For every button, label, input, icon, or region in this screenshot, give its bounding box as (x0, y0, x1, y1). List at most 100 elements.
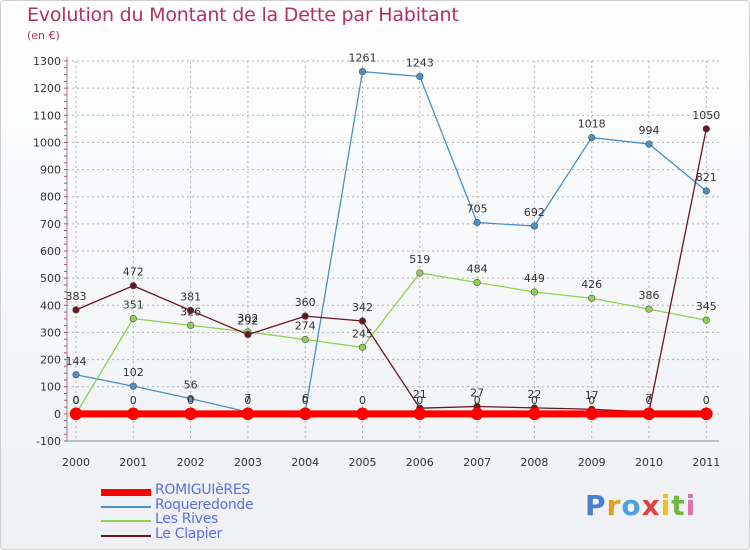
chart-unit-label: (en €) (27, 29, 60, 42)
data-point (187, 395, 195, 403)
data-point (358, 317, 367, 325)
y-tick-label: 600 (40, 245, 61, 258)
data-point (187, 321, 195, 329)
data-point (645, 305, 653, 313)
data-point (184, 407, 197, 421)
data-label: 0 (646, 394, 653, 407)
data-label: 245 (352, 327, 373, 340)
data-label: 0 (244, 394, 251, 407)
y-tick-label: 800 (40, 191, 61, 204)
data-point (69, 407, 83, 421)
data-label: 274 (295, 319, 316, 332)
x-tick-label: 2001 (119, 456, 147, 469)
data-point (530, 222, 539, 230)
data-label: 484 (467, 262, 488, 275)
data-point (530, 288, 539, 296)
data-label: 0 (73, 394, 80, 407)
series-line (75, 128, 707, 413)
data-point (244, 331, 252, 339)
data-point (72, 306, 80, 314)
data-label: 22 (527, 388, 541, 401)
data-label: 386 (639, 289, 660, 302)
x-tick-label: 2002 (177, 456, 205, 469)
data-point (129, 282, 137, 290)
data-point (585, 407, 599, 421)
logo-letter: r (606, 489, 622, 522)
x-tick-label: 2010 (635, 456, 663, 469)
data-label: 0 (531, 394, 538, 407)
y-tick-label: -100 (36, 435, 61, 448)
data-point (645, 140, 653, 148)
x-tick-label: 2006 (406, 456, 434, 469)
logo-letter: x (641, 489, 661, 522)
data-point (473, 278, 481, 287)
data-label: 27 (470, 387, 484, 400)
data-label: 0 (474, 394, 481, 407)
x-tick-label: 2004 (291, 456, 319, 469)
data-label: 0 (703, 394, 710, 407)
data-point (129, 314, 137, 323)
x-tick-label: 2007 (463, 456, 491, 469)
legend-swatch (101, 520, 151, 522)
data-label: 360 (295, 296, 316, 309)
data-point (588, 294, 596, 302)
data-label: 0 (416, 394, 423, 407)
data-label: 519 (409, 253, 430, 266)
x-tick-label: 2005 (349, 456, 377, 469)
data-label: 0 (588, 394, 595, 407)
data-label: 6 (302, 392, 309, 405)
legend-swatch (101, 534, 151, 537)
data-point (129, 382, 137, 390)
data-point (702, 187, 710, 195)
legend-label: Roqueredonde (155, 496, 254, 513)
data-label: 0 (359, 394, 366, 407)
logo-letter: o (621, 489, 642, 522)
data-point (702, 125, 710, 133)
data-label: 17 (585, 389, 599, 402)
logo-letter: P (585, 489, 607, 522)
legend-label: Le Clapier (155, 525, 223, 542)
legend-label: Les Rives (155, 511, 219, 527)
data-point (416, 72, 424, 81)
y-tick-label: 200 (40, 354, 61, 367)
data-point (241, 407, 255, 421)
y-tick-label: 400 (40, 299, 61, 312)
data-point (642, 407, 656, 421)
y-tick-label: 500 (40, 272, 61, 285)
legend-swatch (101, 505, 151, 508)
data-point (413, 407, 427, 421)
data-point (702, 316, 710, 324)
data-label: 705 (467, 203, 488, 216)
data-label: 144 (66, 355, 87, 368)
data-label: 381 (180, 290, 201, 303)
data-label: 345 (696, 300, 717, 313)
y-tick-label: 1000 (33, 136, 61, 149)
data-point (473, 218, 481, 227)
y-tick-label: 1300 (33, 55, 61, 68)
data-label: 292 (237, 315, 258, 328)
data-label: 21 (413, 388, 427, 401)
data-label: 1050 (692, 109, 720, 122)
y-tick-label: 100 (40, 381, 61, 394)
logo-letter: t (671, 489, 686, 522)
legend-swatch (101, 488, 151, 496)
data-label: 7 (646, 392, 653, 405)
data-point (301, 335, 309, 344)
x-tick-label: 2003 (234, 456, 262, 469)
data-label: 351 (123, 299, 144, 312)
y-tick-label: 1100 (33, 109, 61, 122)
data-label: 0 (302, 394, 309, 407)
x-tick-label: 2000 (62, 456, 90, 469)
data-label: 326 (180, 305, 201, 318)
data-label: 302 (237, 312, 258, 325)
data-label: 1261 (349, 52, 377, 65)
data-label: 994 (639, 124, 660, 137)
data-label: 692 (524, 206, 545, 219)
data-label: 449 (524, 272, 545, 285)
data-point (187, 306, 195, 315)
x-tick-label: 2009 (578, 456, 606, 469)
logo-letter: i (685, 489, 697, 522)
series-line (75, 272, 707, 415)
